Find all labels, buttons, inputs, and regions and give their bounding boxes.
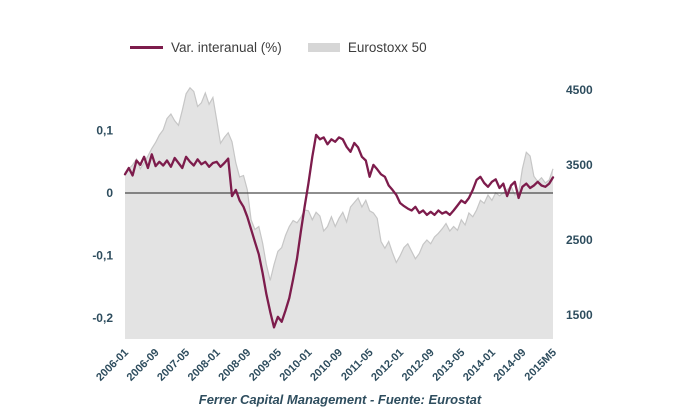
x-tick: 2010-01	[277, 347, 314, 384]
x-tick: 2010-09	[308, 347, 345, 384]
x-tick: 2012-01	[369, 347, 406, 384]
legend: Var. interanual (%) Eurostoxx 50	[130, 41, 427, 55]
x-tick: 2008-09	[216, 347, 253, 384]
x-tick: 2006-09	[125, 347, 162, 384]
x-tick: 2009-05	[247, 347, 284, 384]
legend-item-var-interanual: Var. interanual (%)	[130, 41, 282, 55]
legend-label-eurostoxx: Eurostoxx 50	[347, 40, 427, 55]
x-tick: 2013-05	[430, 347, 467, 384]
area-swatch-icon	[307, 43, 340, 53]
line-swatch-icon	[130, 46, 163, 50]
y-right-tick: 3500	[566, 158, 593, 172]
legend-item-eurostoxx: Eurostoxx 50	[307, 40, 427, 55]
x-tick: 2006-01	[94, 347, 131, 384]
y-left-tick: -0,2	[92, 311, 113, 325]
y-right-tick: 2500	[566, 233, 593, 247]
y-right-tick: 1500	[566, 308, 593, 322]
x-tick: 2014-01	[461, 347, 498, 384]
y-left-tick: -0,1	[92, 249, 113, 263]
y-left-tick: 0,1	[96, 124, 113, 138]
eurostoxx-area	[125, 87, 553, 339]
eurostoxx-area-outline	[124, 86, 554, 281]
x-tick: 2007-05	[155, 347, 192, 384]
x-tick: 2015M5	[523, 347, 560, 384]
x-tick: 2014-09	[491, 347, 528, 384]
x-tick: 2011-05	[339, 347, 376, 384]
legend-label-var-interanual: Var. interanual (%)	[171, 40, 282, 55]
y-left-tick: 0	[106, 186, 113, 200]
x-tick: 2012-09	[400, 347, 437, 384]
x-tick: 2008-01	[186, 347, 223, 384]
y-right-tick: 4500	[566, 83, 593, 97]
source-caption: Ferrer Capital Management - Fuente: Euro…	[198, 392, 482, 407]
var-interanual-line	[123, 133, 555, 329]
